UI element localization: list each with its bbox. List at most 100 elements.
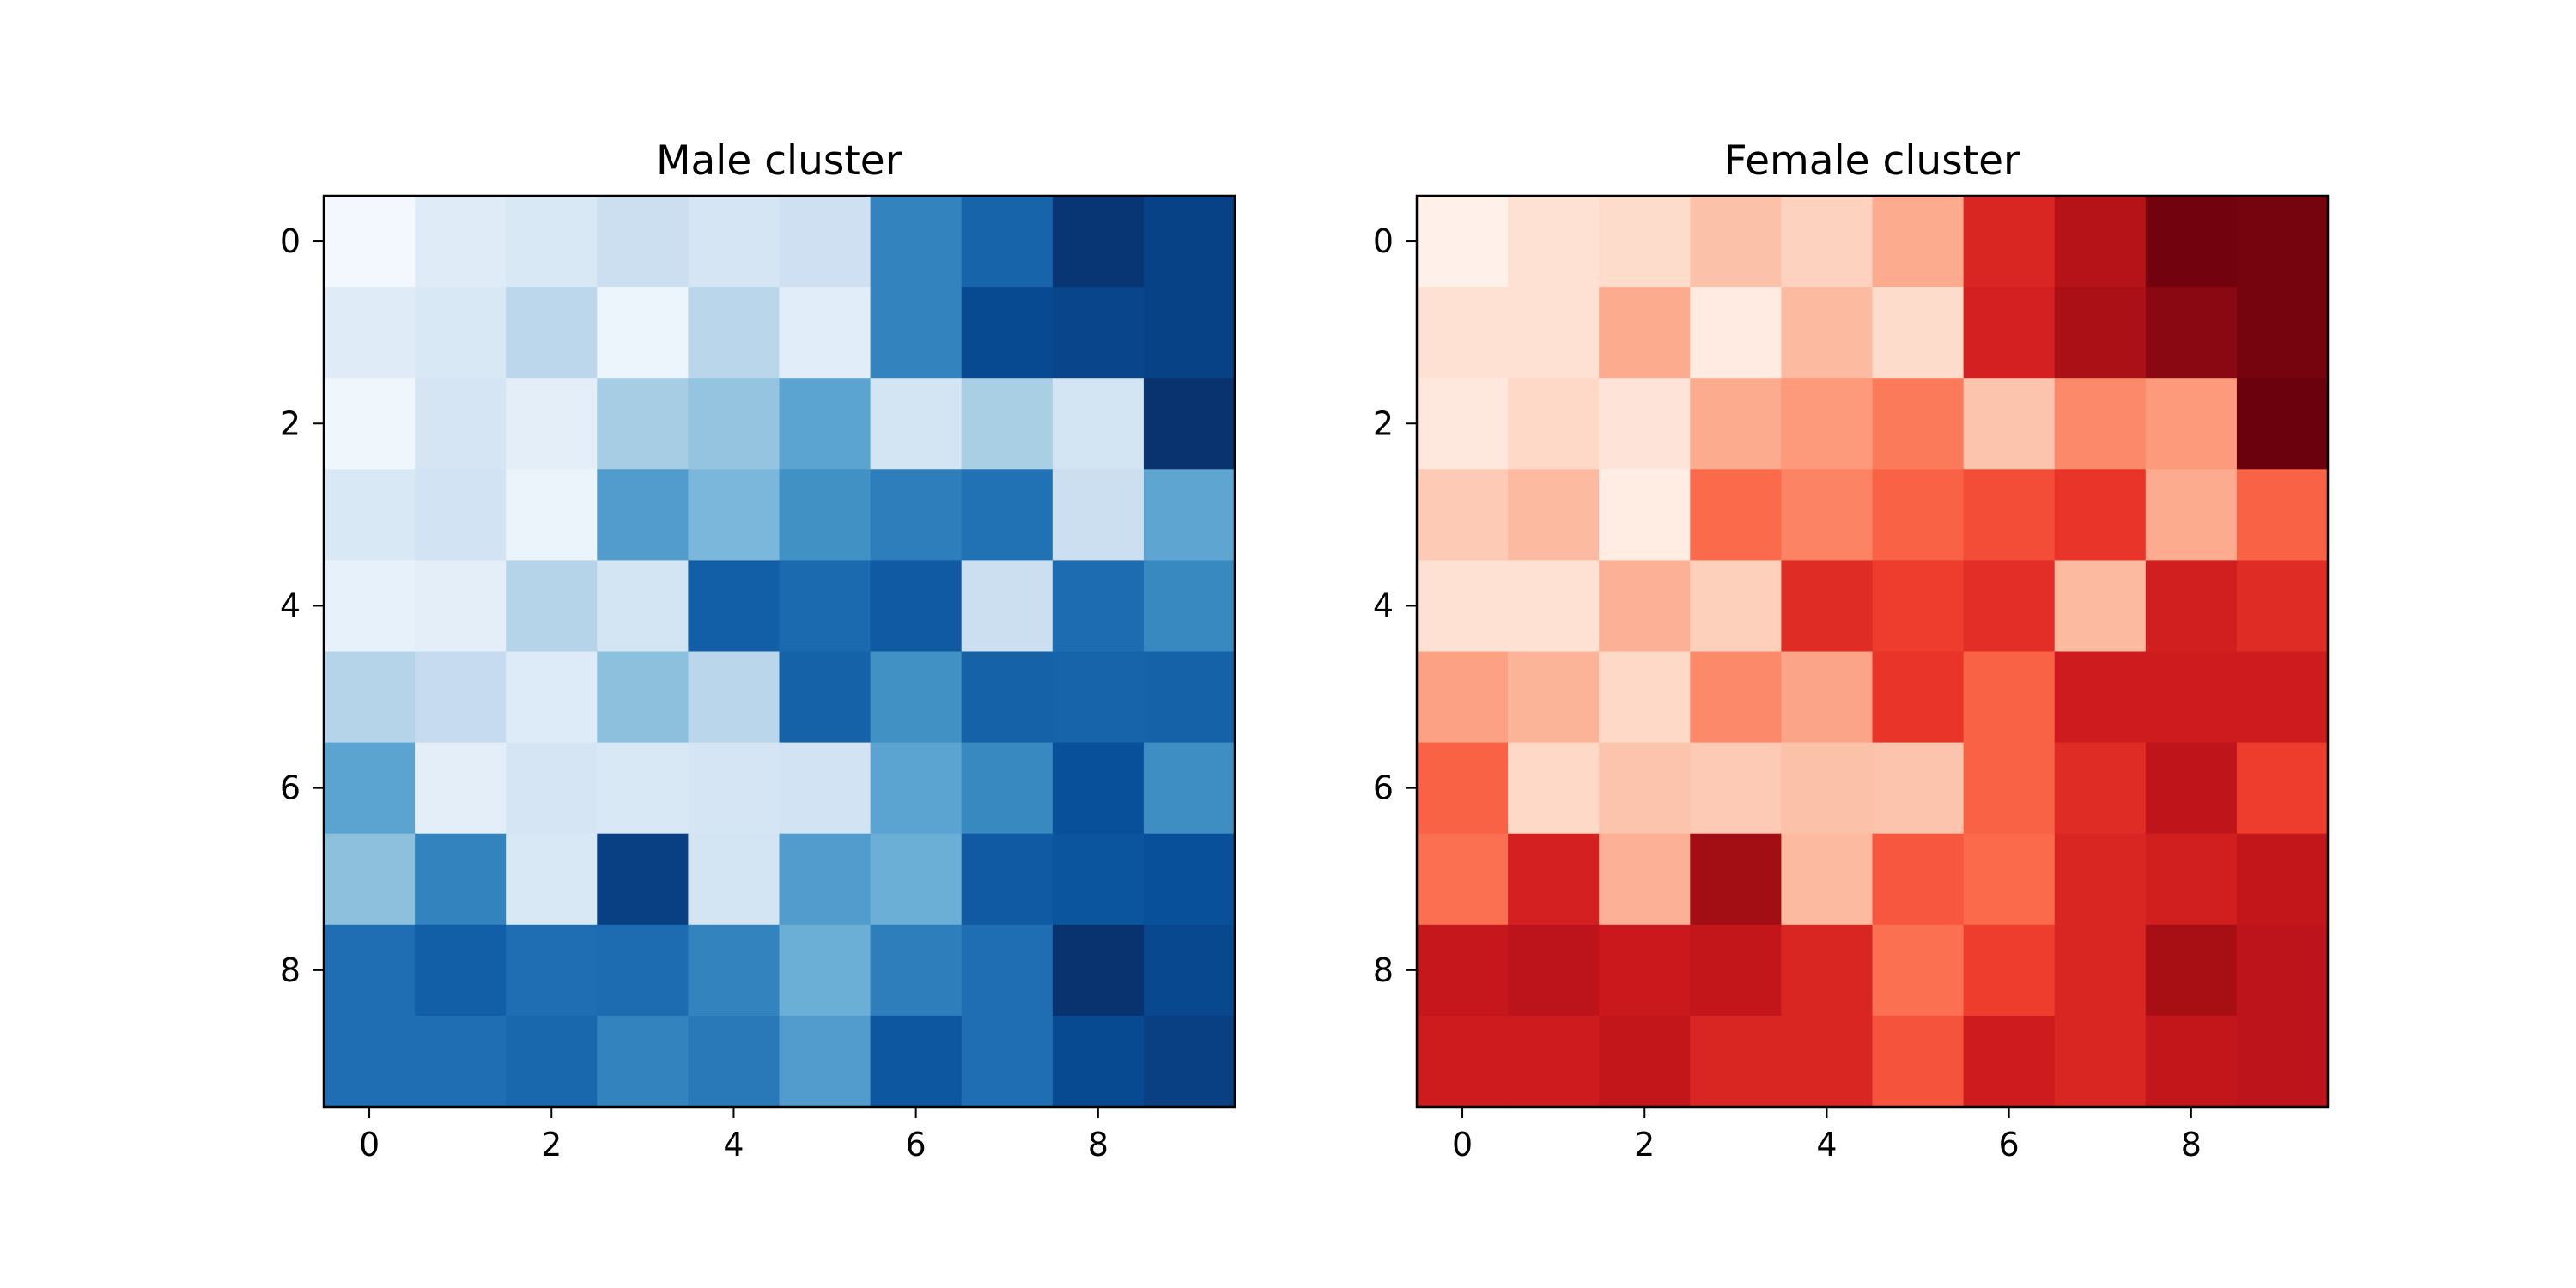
heatmap-cell-r4-c1 bbox=[415, 560, 507, 653]
heatmap-cell-r9-c0 bbox=[1417, 1015, 1509, 1108]
heatmap-cell-r6-c3 bbox=[1690, 742, 1782, 835]
y-tick-label: 4 bbox=[280, 586, 301, 624]
heatmap-cell-r8-c8 bbox=[2145, 924, 2238, 1017]
heatmap-cell-r5-c0 bbox=[1417, 651, 1509, 744]
heatmap-cell-r1-c1 bbox=[415, 287, 507, 379]
x-tick-label: 6 bbox=[906, 1126, 927, 1163]
heatmap-cell-r3-c6 bbox=[870, 469, 963, 561]
heatmap-cell-r9-c1 bbox=[415, 1015, 507, 1108]
heatmap-cell-r5-c4 bbox=[1781, 651, 1874, 744]
heatmap-cell-r6-c5 bbox=[1872, 742, 1965, 835]
heatmap-cell-r6-c2 bbox=[1599, 742, 1691, 835]
heatmap-cell-r0-c4 bbox=[1781, 196, 1874, 288]
heatmap-cell-r9-c7 bbox=[2054, 1015, 2147, 1108]
heatmap-cell-r2-c3 bbox=[1690, 378, 1782, 470]
heatmap-cell-r9-c2 bbox=[1599, 1015, 1691, 1108]
heatmap-cell-r1-c6 bbox=[870, 287, 963, 379]
heatmap-cell-r5-c6 bbox=[1963, 651, 2056, 744]
heatmap-cell-r2-c9 bbox=[2236, 378, 2329, 470]
x-tick-label: 6 bbox=[1999, 1126, 2020, 1163]
y-tick-label: 8 bbox=[1373, 951, 1394, 989]
heatmap-cell-r3-c8 bbox=[2145, 469, 2238, 561]
heatmap-cell-r1-c2 bbox=[1599, 287, 1691, 379]
heatmap-cell-r4-c4 bbox=[688, 560, 781, 653]
heatmap-cell-r6-c0 bbox=[1417, 742, 1509, 835]
heatmap-cell-r0-c1 bbox=[415, 196, 507, 288]
heatmap-cell-r7-c9 bbox=[2236, 833, 2329, 926]
heatmap-cell-r2-c8 bbox=[1052, 378, 1145, 470]
heatmap-cell-r2-c1 bbox=[1508, 378, 1600, 470]
heatmap-cell-r4-c7 bbox=[2054, 560, 2147, 653]
heatmap-cell-r4-c7 bbox=[961, 560, 1054, 653]
heatmap-cell-r2-c1 bbox=[415, 378, 507, 470]
heatmap-cell-r9-c9 bbox=[1143, 1015, 1236, 1108]
y-tick-label: 8 bbox=[280, 951, 301, 989]
heatmap-cell-r4-c2 bbox=[506, 560, 598, 653]
heatmap-cell-r5-c1 bbox=[1508, 651, 1600, 744]
heatmap-cell-r8-c4 bbox=[1781, 924, 1874, 1017]
heatmap-cell-r8-c2 bbox=[506, 924, 598, 1017]
heatmap-cell-r2-c5 bbox=[1872, 378, 1965, 470]
heatmap-cell-r3-c5 bbox=[779, 469, 872, 561]
y-tick-label: 6 bbox=[1373, 769, 1394, 807]
heatmap-cell-r2-c3 bbox=[597, 378, 689, 470]
heatmap-cell-r9-c7 bbox=[961, 1015, 1054, 1108]
heatmap-cell-r0-c5 bbox=[779, 196, 872, 288]
heatmap-cell-r7-c6 bbox=[1963, 833, 2056, 926]
male-cluster-x-axis: 0 2 4 6 8 bbox=[359, 1107, 1109, 1163]
heatmap-cell-r9-c9 bbox=[2236, 1015, 2329, 1108]
heatmap-cell-r7-c3 bbox=[597, 833, 689, 926]
female-cluster-frame bbox=[1415, 194, 2330, 1109]
heatmap-cell-r2-c9 bbox=[1143, 378, 1236, 470]
female-cluster-heatmap bbox=[1417, 196, 2329, 1108]
heatmap-cell-r3-c8 bbox=[1052, 469, 1145, 561]
heatmap-cell-r8-c3 bbox=[1690, 924, 1782, 1017]
x-tick-label: 2 bbox=[1634, 1126, 1655, 1163]
heatmap-cell-r6-c8 bbox=[1052, 742, 1145, 835]
heatmap-cell-r4-c8 bbox=[2145, 560, 2238, 653]
heatmap-cell-r8-c0 bbox=[324, 924, 416, 1017]
heatmap-cell-r7-c2 bbox=[506, 833, 598, 926]
heatmap-cell-r8-c7 bbox=[961, 924, 1054, 1017]
x-tick-label: 8 bbox=[2181, 1126, 2202, 1163]
heatmap-cell-r6-c7 bbox=[961, 742, 1054, 835]
heatmap-cell-r3-c5 bbox=[1872, 469, 1965, 561]
heatmap-cell-r0-c7 bbox=[2054, 196, 2147, 288]
heatmap-cell-r7-c7 bbox=[2054, 833, 2147, 926]
heatmap-cell-r0-c9 bbox=[2236, 196, 2329, 288]
heatmap-cell-r9-c2 bbox=[506, 1015, 598, 1108]
heatmap-cell-r7-c6 bbox=[870, 833, 963, 926]
heatmap-cell-r4-c4 bbox=[1781, 560, 1874, 653]
heatmap-cell-r3-c4 bbox=[1781, 469, 1874, 561]
heatmap-cell-r1-c0 bbox=[324, 287, 416, 379]
heatmap-cell-r6-c8 bbox=[2145, 742, 2238, 835]
heatmap-cell-r7-c8 bbox=[2145, 833, 2238, 926]
heatmap-cell-r8-c0 bbox=[1417, 924, 1509, 1017]
heatmap-cell-r1-c9 bbox=[2236, 287, 2329, 379]
heatmap-cell-r5-c1 bbox=[415, 651, 507, 744]
heatmap-cell-r7-c8 bbox=[1052, 833, 1145, 926]
heatmap-cell-r4-c3 bbox=[597, 560, 689, 653]
heatmap-cell-r2-c4 bbox=[1781, 378, 1874, 470]
heatmap-cell-r1-c5 bbox=[779, 287, 872, 379]
heatmap-cell-r5-c3 bbox=[597, 651, 689, 744]
y-tick-label: 4 bbox=[1373, 586, 1394, 624]
heatmap-cell-r0-c2 bbox=[1599, 196, 1691, 288]
heatmap-cell-r7-c2 bbox=[1599, 833, 1691, 926]
heatmap-cell-r1-c9 bbox=[1143, 287, 1236, 379]
heatmap-cell-r8-c5 bbox=[1872, 924, 1965, 1017]
heatmap-cell-r1-c7 bbox=[961, 287, 1054, 379]
heatmap-cell-r6-c7 bbox=[2054, 742, 2147, 835]
heatmap-cell-r8-c7 bbox=[2054, 924, 2147, 1017]
heatmap-cell-r3-c0 bbox=[324, 469, 416, 561]
heatmap-cell-r9-c6 bbox=[1963, 1015, 2056, 1108]
y-tick-label: 0 bbox=[280, 222, 301, 260]
heatmap-cell-r6-c4 bbox=[1781, 742, 1874, 835]
heatmap-cell-r7-c5 bbox=[779, 833, 872, 926]
heatmap-cell-r9-c1 bbox=[1508, 1015, 1600, 1108]
heatmap-cell-r9-c0 bbox=[324, 1015, 416, 1108]
heatmap-cell-r8-c9 bbox=[1143, 924, 1236, 1017]
heatmap-cell-r2-c7 bbox=[2054, 378, 2147, 470]
heatmap-cell-r3-c6 bbox=[1963, 469, 2056, 561]
